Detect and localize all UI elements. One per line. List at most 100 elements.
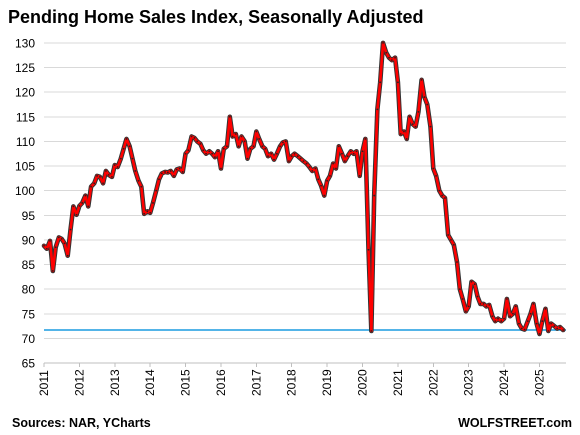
source-label: Sources: NAR, YCharts bbox=[12, 416, 151, 430]
data-point bbox=[367, 248, 370, 251]
data-point bbox=[208, 150, 211, 153]
data-point bbox=[547, 330, 550, 332]
data-point bbox=[134, 170, 137, 172]
data-point bbox=[96, 174, 98, 177]
data-point bbox=[190, 135, 193, 138]
y-axis-tick-labels: 65 70 75 80 85 90 95 100 105 110 115 120 125 130 bbox=[15, 36, 35, 370]
y-tick-label-80: 80 bbox=[22, 283, 36, 297]
data-point bbox=[373, 194, 376, 197]
data-point bbox=[199, 142, 202, 145]
data-point bbox=[128, 145, 131, 148]
data-point bbox=[226, 145, 228, 148]
data-point bbox=[452, 243, 455, 246]
data-point bbox=[131, 157, 134, 160]
data-point bbox=[217, 150, 220, 153]
data-point bbox=[485, 305, 488, 308]
data-point bbox=[426, 103, 429, 106]
x-tick-label-2018: 2018 bbox=[285, 369, 299, 396]
data-point bbox=[361, 150, 364, 153]
data-point bbox=[458, 288, 461, 291]
data-point bbox=[538, 333, 541, 335]
data-point bbox=[432, 167, 435, 170]
data-point bbox=[146, 210, 149, 213]
data-point bbox=[222, 147, 225, 150]
data-point bbox=[523, 328, 526, 331]
x-tick-label-2013: 2013 bbox=[108, 369, 122, 396]
data-point bbox=[500, 320, 503, 323]
data-point bbox=[390, 59, 393, 62]
data-point bbox=[429, 125, 432, 128]
data-point bbox=[205, 152, 207, 155]
y-tick-label-70: 70 bbox=[22, 332, 36, 346]
data-point bbox=[231, 135, 234, 138]
data-point bbox=[302, 160, 305, 163]
data-point bbox=[376, 108, 379, 111]
data-point bbox=[559, 326, 561, 328]
data-point bbox=[84, 194, 87, 197]
y-tick-label-125: 125 bbox=[15, 61, 35, 75]
data-point bbox=[237, 145, 240, 148]
x-tick-label-2021: 2021 bbox=[391, 369, 405, 396]
data-point bbox=[164, 171, 166, 173]
data-point bbox=[456, 261, 458, 263]
x-axis-tick-labels: 2011 2012 2013 2014 2015 2016 2017 2018 2019 2020… bbox=[37, 369, 546, 396]
data-point bbox=[243, 140, 246, 143]
data-point bbox=[78, 205, 81, 207]
x-tick-label-2012: 2012 bbox=[72, 369, 86, 396]
data-point bbox=[196, 140, 199, 143]
y-tick-label-105: 105 bbox=[15, 160, 35, 174]
data-point bbox=[107, 173, 110, 176]
data-point bbox=[470, 280, 473, 283]
data-point bbox=[172, 174, 175, 177]
data-point bbox=[54, 246, 57, 249]
data-point bbox=[464, 310, 467, 313]
data-point bbox=[323, 194, 326, 197]
data-point bbox=[311, 170, 314, 172]
data-point bbox=[90, 185, 92, 188]
data-point bbox=[193, 137, 196, 139]
data-point bbox=[255, 130, 258, 133]
data-point bbox=[214, 156, 216, 159]
gridlines bbox=[43, 42, 566, 367]
y-tick-label-65: 65 bbox=[22, 357, 36, 371]
data-point bbox=[529, 312, 532, 315]
data-point bbox=[370, 330, 373, 332]
data-point bbox=[461, 298, 464, 300]
data-point bbox=[261, 145, 264, 148]
data-point bbox=[270, 152, 273, 155]
data-point bbox=[252, 145, 255, 148]
data-point bbox=[364, 138, 367, 140]
data-point bbox=[509, 315, 511, 318]
data-point bbox=[332, 162, 335, 165]
data-point bbox=[329, 174, 331, 177]
data-point bbox=[119, 157, 122, 160]
series-line-outline bbox=[41, 40, 566, 337]
data-point bbox=[246, 157, 249, 160]
brand-label: WOLFSTREET.com bbox=[458, 416, 572, 430]
data-point bbox=[122, 147, 125, 150]
x-tick-label-2020: 2020 bbox=[356, 369, 370, 396]
data-point bbox=[349, 150, 352, 153]
data-point bbox=[290, 155, 293, 158]
data-point bbox=[116, 166, 119, 168]
data-point bbox=[240, 135, 243, 138]
data-point bbox=[335, 167, 337, 170]
x-tick-label-2011: 2011 bbox=[37, 370, 51, 396]
data-point bbox=[326, 179, 329, 182]
data-point bbox=[544, 307, 547, 310]
data-point bbox=[111, 175, 113, 178]
data-point bbox=[296, 155, 299, 158]
data-point bbox=[63, 242, 66, 245]
data-point bbox=[149, 211, 152, 214]
data-point bbox=[72, 205, 75, 208]
data-point bbox=[512, 312, 514, 315]
data-point bbox=[137, 179, 140, 182]
y-tick-label-100: 100 bbox=[15, 184, 35, 198]
data-point bbox=[155, 189, 158, 192]
data-point bbox=[355, 150, 358, 153]
y-tick-label-75: 75 bbox=[22, 307, 36, 321]
x-tick-label-2015: 2015 bbox=[179, 369, 193, 396]
data-point bbox=[497, 317, 499, 320]
data-point bbox=[541, 320, 544, 323]
